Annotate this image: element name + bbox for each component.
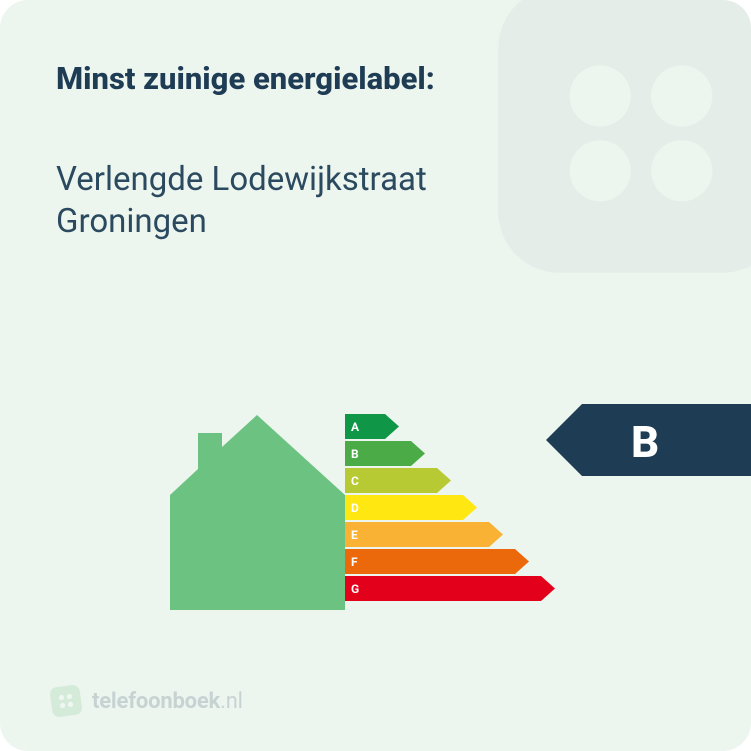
footer: telefoonboek.nl xyxy=(50,685,243,717)
energy-bar-f: F xyxy=(345,549,555,574)
card-subtitle: Verlengde Lodewijkstraat Groningen xyxy=(56,159,695,243)
energy-card: Minst zuinige energielabel: Verlengde Lo… xyxy=(0,0,751,751)
bar-letter: C xyxy=(351,474,359,488)
subtitle-line-1: Verlengde Lodewijkstraat xyxy=(56,160,427,199)
bar-letter: A xyxy=(351,420,359,434)
energy-bar-d: D xyxy=(345,495,555,520)
watermark-icon xyxy=(471,0,751,304)
energy-bar-c: C xyxy=(345,468,555,493)
footer-brand-name: telefoonboek xyxy=(92,689,220,714)
bar-letter: E xyxy=(351,528,358,542)
card-title: Minst zuinige energielabel: xyxy=(56,60,695,97)
bar-letter: D xyxy=(351,501,359,515)
bar-letter: B xyxy=(351,447,359,461)
energy-bar-a: A xyxy=(345,414,555,439)
energy-bars: ABCDEFG xyxy=(345,414,555,603)
bar-letter: G xyxy=(351,582,359,596)
score-letter: B xyxy=(631,416,659,468)
energy-bar-b: B xyxy=(345,441,555,466)
subtitle-line-2: Groningen xyxy=(56,202,207,241)
house-icon xyxy=(170,415,345,614)
energy-bar-e: E xyxy=(345,522,555,547)
footer-brand-tld: .nl xyxy=(220,689,243,714)
footer-logo-icon xyxy=(50,685,82,717)
score-badge: B xyxy=(546,404,751,480)
bar-letter: F xyxy=(351,555,358,569)
energy-bar-g: G xyxy=(345,576,555,601)
footer-brand: telefoonboek.nl xyxy=(92,689,243,714)
